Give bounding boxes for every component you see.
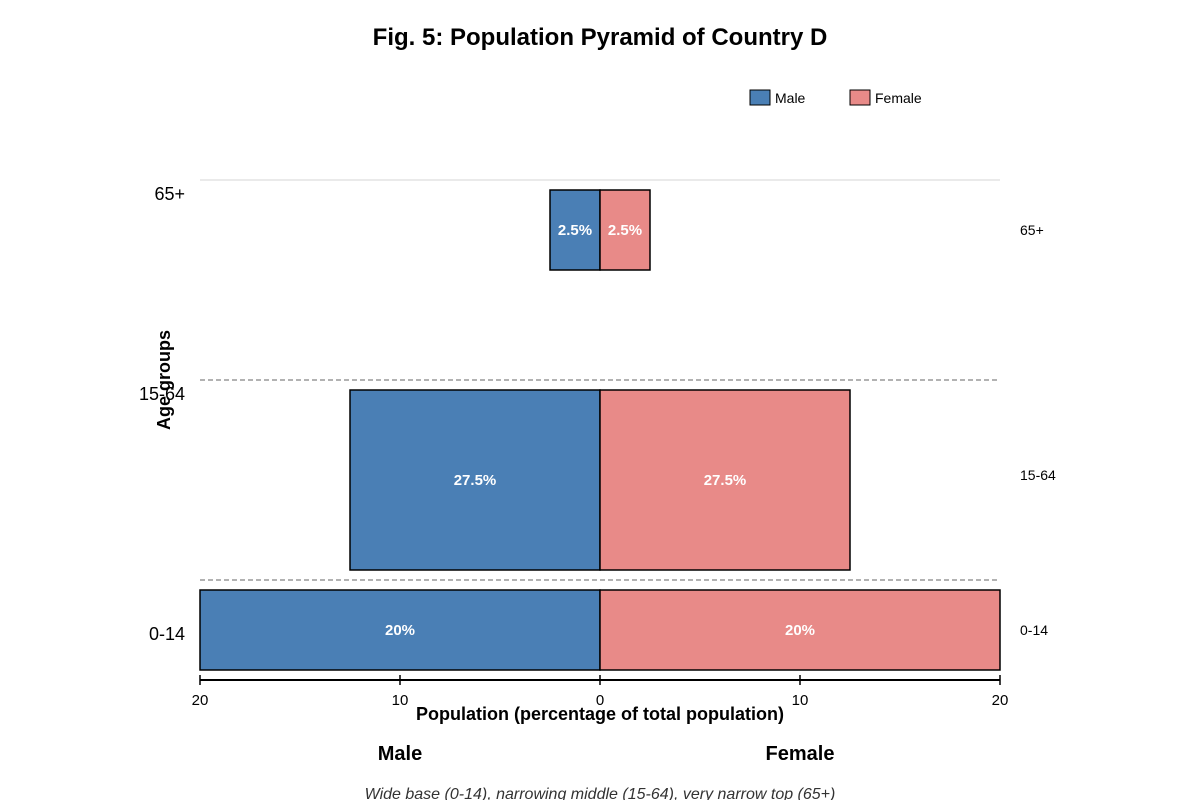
bar-labels: 20% 27.5% 2.5% 20% 27.5% 2.5% bbox=[385, 222, 815, 639]
bar-male-0-14 bbox=[199, 589, 601, 671]
legend-label-male: Male bbox=[775, 90, 806, 106]
right-category-label: 0-14 bbox=[1020, 622, 1048, 638]
side-label-female: Female bbox=[766, 743, 835, 765]
bar-female-65+ bbox=[599, 189, 651, 271]
bar-label-female-15-64: 27.5% bbox=[704, 472, 747, 489]
right-category-labels: 0-14 15-64 65+ bbox=[1020, 222, 1056, 638]
x-tick-label: 10 bbox=[792, 692, 809, 709]
x-axis: 20 10 0 10 20 bbox=[192, 675, 1009, 709]
band-separators bbox=[200, 179, 1000, 581]
bar-label-female-65+: 2.5% bbox=[608, 222, 642, 239]
x-tick-label: 0 bbox=[596, 692, 604, 709]
bars bbox=[199, 189, 1001, 671]
bar-male-65+ bbox=[549, 189, 601, 271]
y-tick-label: 0-14 bbox=[149, 624, 185, 644]
legend-swatch-female bbox=[849, 89, 871, 106]
y-axis-title: Age groups bbox=[154, 330, 174, 430]
x-axis-title: Population (percentage of total populati… bbox=[416, 704, 784, 724]
bar-label-female-0-14: 20% bbox=[785, 622, 815, 639]
bar-label-male-15-64: 27.5% bbox=[454, 472, 497, 489]
chart-caption: Wide base (0-14), narrowing middle (15-6… bbox=[365, 786, 836, 800]
y-tick-label: 65+ bbox=[154, 184, 185, 204]
y-tick-label: 15-64 bbox=[139, 384, 185, 404]
legend-label-female: Female bbox=[875, 90, 922, 106]
bar-label-male-65+: 2.5% bbox=[558, 222, 592, 239]
legend-swatch-male bbox=[749, 89, 771, 106]
x-tick-label: 10 bbox=[392, 692, 409, 709]
x-tick-label: 20 bbox=[992, 692, 1009, 709]
right-category-label: 65+ bbox=[1020, 222, 1044, 238]
bar-female-15-64 bbox=[599, 389, 851, 571]
x-tick-label: 20 bbox=[192, 692, 209, 709]
right-category-label: 15-64 bbox=[1020, 467, 1056, 483]
chart-title: Fig. 5: Population Pyramid of Country D bbox=[373, 24, 828, 51]
bar-label-male-0-14: 20% bbox=[385, 622, 415, 639]
y-tick-labels: 0-14 15-64 65+ bbox=[139, 184, 185, 644]
side-label-male: Male bbox=[378, 743, 422, 765]
bar-female-0-14 bbox=[599, 589, 1001, 671]
legend: Male Female bbox=[749, 89, 922, 106]
